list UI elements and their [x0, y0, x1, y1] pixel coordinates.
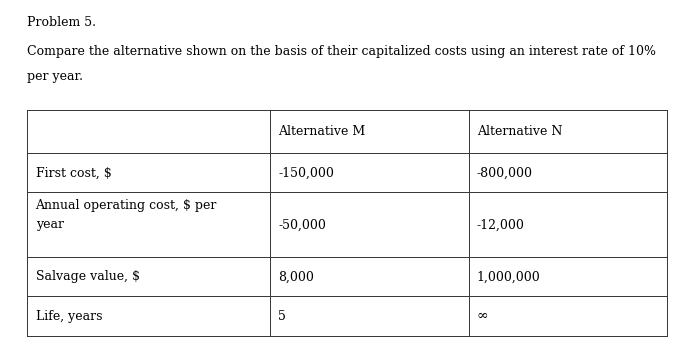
- Text: Salvage value, $: Salvage value, $: [36, 270, 140, 283]
- Text: Life, years: Life, years: [36, 310, 102, 323]
- Text: ∞: ∞: [477, 309, 488, 323]
- Text: Annual operating cost, $ per
year: Annual operating cost, $ per year: [36, 199, 217, 231]
- Text: per year.: per year.: [27, 70, 83, 83]
- Text: -50,000: -50,000: [278, 218, 326, 231]
- Text: Alternative M: Alternative M: [278, 125, 366, 138]
- Text: -150,000: -150,000: [278, 166, 334, 179]
- Text: Alternative N: Alternative N: [477, 125, 562, 138]
- Text: First cost, $: First cost, $: [36, 166, 111, 179]
- Text: 5: 5: [278, 310, 287, 323]
- Text: Compare the alternative shown on the basis of their capitalized costs using an i: Compare the alternative shown on the bas…: [27, 45, 657, 58]
- Text: -800,000: -800,000: [477, 166, 533, 179]
- Text: 1,000,000: 1,000,000: [477, 270, 540, 283]
- Text: -12,000: -12,000: [477, 218, 525, 231]
- Text: Problem 5.: Problem 5.: [27, 16, 96, 29]
- Text: 8,000: 8,000: [278, 270, 314, 283]
